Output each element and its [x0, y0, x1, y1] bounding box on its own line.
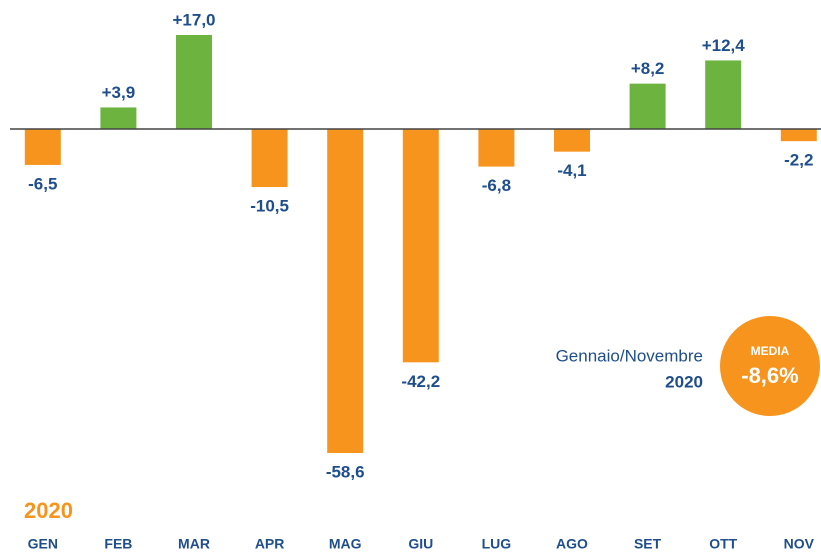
bar [251, 128, 288, 188]
value-label: -10,5 [250, 197, 289, 216]
x-tick-label: FEB [104, 536, 132, 552]
x-tick-label: AGO [556, 536, 588, 552]
bar [629, 83, 666, 129]
value-label: -58,6 [326, 462, 365, 481]
x-tick-label: MAG [329, 536, 362, 552]
bar [780, 128, 817, 142]
value-label: +3,9 [102, 83, 136, 102]
value-label: +8,2 [631, 59, 665, 78]
bar [100, 107, 137, 129]
bar [24, 128, 61, 165]
value-label: -6,5 [28, 174, 57, 193]
bar [327, 128, 364, 454]
bar [705, 60, 742, 129]
value-label: -6,8 [482, 176, 511, 195]
average-value: -8,6% [741, 363, 798, 388]
value-label: -2,2 [784, 151, 813, 170]
value-label: +12,4 [702, 36, 746, 55]
x-tick-label: OTT [709, 536, 737, 552]
period-year: 2020 [665, 372, 703, 391]
value-label: +17,0 [172, 10, 215, 29]
bar [478, 128, 515, 167]
value-label: -4,1 [557, 161, 586, 180]
x-tick-label: GIU [408, 536, 433, 552]
x-tick-label: GEN [28, 536, 58, 552]
x-tick-label: LUG [482, 536, 512, 552]
value-label: -42,2 [401, 372, 440, 391]
x-tick-label: MAR [178, 536, 210, 552]
average-title: MEDIA [751, 344, 790, 358]
x-tick-label: APR [255, 536, 285, 552]
period-text: Gennaio/Novembre [556, 346, 703, 365]
bar [554, 128, 590, 152]
x-tick-label: SET [634, 536, 662, 552]
bar [176, 35, 212, 129]
year-label: 2020 [24, 498, 73, 523]
x-tick-label: NOV [784, 536, 815, 552]
average-badge [720, 316, 820, 416]
bar [402, 128, 439, 363]
